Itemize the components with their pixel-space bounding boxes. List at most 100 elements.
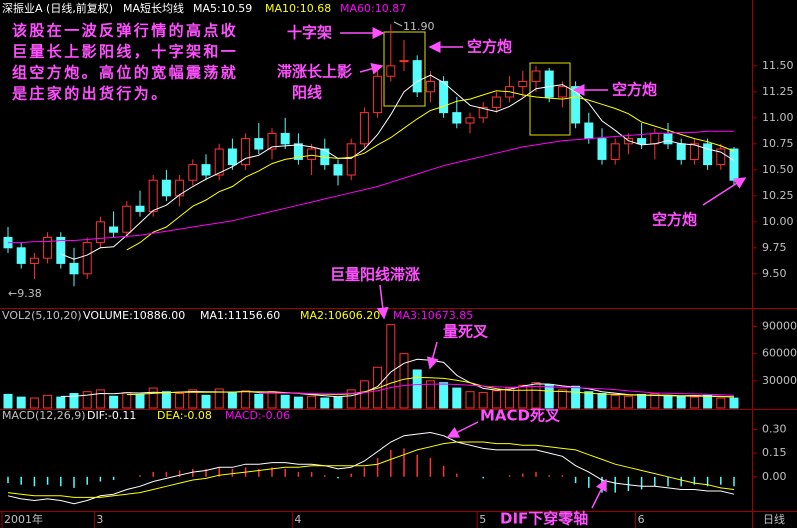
legend-entry: MA1:11156.60 [200,309,280,322]
candle-body [531,70,541,82]
candle-body [175,179,185,197]
candle-body [29,257,39,264]
y-tick-label: 0.15 [762,446,787,459]
candle-body [201,164,211,176]
volume-bar [623,395,633,409]
volume-bar [716,397,726,409]
ma-line [8,130,734,244]
volume-bar [386,324,396,409]
x-axis-label: 日线 [763,512,785,526]
note-text: 巨量长上影阳线，十字架和一 [12,43,238,61]
volume-bar [465,391,475,409]
volume-bar [729,397,739,409]
volume-bar [491,390,501,409]
candle-body [43,236,53,259]
candle-body [689,143,699,160]
volume-bar [320,397,330,409]
volume-bar [267,391,277,409]
volume-bar [29,397,39,409]
volume-bar [597,393,607,409]
candle-body [518,80,528,88]
ma-line [258,383,735,396]
candle-body [188,164,198,181]
volume-bar [254,393,264,409]
volume-bar [531,382,541,409]
candle-body [412,60,422,93]
candle-body [439,80,449,114]
high-label: 11.90 [403,20,435,33]
note-text: 该股在一波反弹行情的高点收 [12,22,238,40]
volume-bar [703,394,713,409]
y-tick-label: 10.75 [762,137,794,150]
candle-body [293,143,303,160]
volume-bar [439,382,449,409]
y-tick-label: 30000 [762,374,797,387]
volume-bar [214,388,224,409]
y-tick-label: 9.75 [762,241,787,254]
volume-bar [148,387,158,409]
candle-body [241,138,251,166]
volume-bar [399,353,409,409]
volume-bar [663,394,673,409]
annotation: 空方炮 [612,81,657,99]
annotation: 空方炮 [467,38,512,56]
note-text: 是庄家的出货行为。 [11,85,169,103]
volume-bar [373,366,383,409]
note-text: 组空方炮。高位的宽幅震荡就 [12,64,238,82]
legend-entry: MA10:10.68 [265,2,331,15]
volume-bar [571,385,581,409]
volume-bar [201,394,211,409]
legend-entry: DIF:-0.11 [87,409,136,422]
annotation: 阳线 [292,84,322,102]
legend-entry: DEA:-0.08 [157,409,212,422]
candle-body [557,86,567,98]
y-tick-label: 10.00 [762,215,794,228]
y-tick-label: 60000 [762,347,797,360]
panel-header: MACD(12,26,9) [2,409,86,422]
volume-bar [637,393,647,409]
ma-line [126,90,735,251]
annotation-arrow [340,27,747,509]
candle-body [122,205,132,233]
high-marker [393,21,403,27]
annotation: 空方炮 [652,211,697,229]
candle-body [82,242,92,275]
candle-body [373,75,383,114]
candle-body [729,148,739,181]
candle-body [214,148,224,176]
legend-entry: MA5:10.59 [193,2,252,15]
candle-body [597,138,607,160]
candle-body [359,112,369,145]
panel-header: MA短长均线 [123,1,184,15]
volume-bar [346,389,356,409]
y-tick-label: 11.00 [762,111,794,124]
volume-bar [478,392,488,409]
candle-body [637,138,647,145]
volume-bar [518,384,528,409]
volume-bar [412,369,422,409]
candle-body [399,60,409,63]
volume-bar [505,387,515,409]
candle-body [650,132,660,145]
candle-body [333,164,343,176]
candle-body [584,122,594,140]
volume-bar [69,393,79,409]
y-tick-label: 0.30 [762,422,787,435]
candle-body [465,117,475,124]
annotation: DIF下穿零轴 [500,510,588,528]
candle-body [544,70,554,98]
panel-header: 深振业A (日线,前复权) [2,1,113,15]
candle-body [267,132,277,150]
volume-bar [557,389,567,409]
annotation: 量死叉 [443,323,489,341]
candle-body [452,112,462,124]
y-tick-label: 9.50 [762,267,787,280]
volume-bar [56,396,66,409]
legend-entry: MACD:-0.06 [225,409,290,422]
annotation: 滞涨长上影 [277,63,352,81]
volume-bar [241,390,251,409]
ma-line [126,376,735,398]
